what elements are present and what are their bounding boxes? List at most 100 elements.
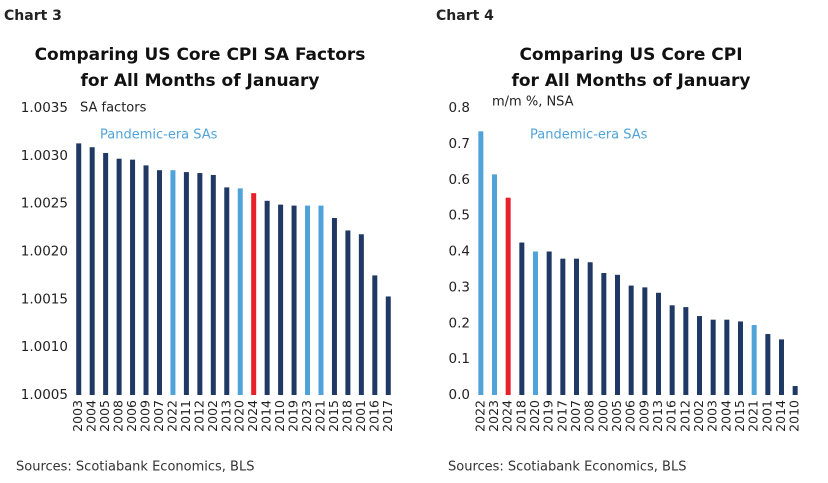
x-tick-label: 2019 bbox=[541, 400, 556, 432]
bar bbox=[792, 386, 798, 395]
bar bbox=[358, 234, 364, 395]
y-tick-label: 1.0025 bbox=[21, 196, 68, 212]
x-tick-label: 2014 bbox=[259, 400, 274, 432]
x-tick-label: 2001 bbox=[353, 400, 368, 432]
y-tick-label: 1.0035 bbox=[21, 100, 68, 116]
x-tick-label: 2016 bbox=[664, 400, 679, 432]
y-tick-label: 1.0015 bbox=[21, 291, 68, 307]
bar bbox=[710, 319, 716, 395]
bar bbox=[237, 188, 243, 395]
bar bbox=[251, 193, 257, 395]
x-tick-label: 2015 bbox=[326, 400, 341, 432]
x-tick-label: 2003 bbox=[70, 400, 85, 432]
x-tick-label: 2019 bbox=[286, 400, 301, 432]
bar bbox=[697, 316, 702, 395]
y-tick-label: 0.8 bbox=[449, 100, 470, 116]
bar bbox=[587, 262, 593, 395]
bar bbox=[89, 147, 95, 395]
x-tick-label: 2002 bbox=[691, 400, 706, 432]
bar bbox=[738, 321, 743, 395]
x-tick-label: 2012 bbox=[677, 400, 692, 432]
y-tick-label: 0.6 bbox=[449, 172, 470, 188]
bar bbox=[345, 230, 351, 395]
x-tick-label: 2011 bbox=[178, 400, 193, 432]
bar bbox=[197, 173, 203, 395]
bar bbox=[156, 170, 162, 395]
x-tick-label: 2018 bbox=[513, 400, 528, 432]
x-tick-label: 2024 bbox=[245, 400, 260, 432]
bar bbox=[615, 274, 620, 395]
bar bbox=[305, 205, 311, 395]
bar bbox=[642, 287, 648, 395]
chart-label: Chart 4 bbox=[436, 8, 494, 24]
x-tick-label: 2020 bbox=[232, 400, 247, 432]
x-tick-label: 2004 bbox=[84, 400, 99, 432]
bar bbox=[318, 205, 324, 395]
x-tick-label: 2005 bbox=[609, 400, 624, 432]
y-axis-label: SA factors bbox=[80, 101, 147, 116]
x-tick-label: 2008 bbox=[582, 400, 597, 432]
chart-title: Comparing US Core CPI bbox=[519, 45, 742, 65]
x-tick-label: 2003 bbox=[705, 400, 720, 432]
bar bbox=[278, 204, 284, 395]
y-tick-label: 0.2 bbox=[449, 315, 470, 331]
x-tick-label: 2017 bbox=[554, 400, 569, 432]
source: Sources: Scotiabank Economics, BLS bbox=[16, 460, 254, 475]
source: Sources: Scotiabank Economics, BLS bbox=[448, 460, 686, 475]
bar bbox=[143, 165, 149, 395]
y-tick-label: 0.0 bbox=[449, 387, 470, 403]
bar bbox=[546, 251, 552, 395]
x-tick-label: 2023 bbox=[299, 400, 314, 432]
x-tick-label: 2021 bbox=[746, 400, 761, 432]
bar bbox=[478, 131, 484, 395]
x-tick-label: 2015 bbox=[732, 400, 747, 432]
bar bbox=[170, 170, 176, 395]
x-tick-label: 2002 bbox=[205, 400, 220, 432]
x-tick-label: 2000 bbox=[595, 400, 610, 432]
y-tick-label: 1.0030 bbox=[21, 148, 68, 164]
bar bbox=[683, 307, 689, 395]
x-tick-label: 2017 bbox=[380, 400, 395, 432]
bar bbox=[751, 325, 757, 395]
chart-label: Chart 3 bbox=[4, 8, 62, 24]
bar bbox=[628, 285, 634, 395]
bar bbox=[385, 296, 391, 395]
bar bbox=[183, 172, 189, 395]
bar bbox=[331, 218, 337, 395]
bar bbox=[130, 159, 136, 395]
bar bbox=[76, 143, 82, 395]
x-tick-label: 2010 bbox=[787, 400, 802, 432]
x-tick-label: 2009 bbox=[636, 400, 651, 432]
bar bbox=[264, 200, 270, 395]
x-tick-label: 2008 bbox=[111, 400, 126, 432]
x-tick-label: 2023 bbox=[486, 400, 501, 432]
x-tick-label: 2001 bbox=[759, 400, 774, 432]
x-tick-label: 2007 bbox=[151, 400, 166, 432]
x-tick-label: 2006 bbox=[623, 400, 638, 432]
x-tick-label: 2007 bbox=[568, 400, 583, 432]
bar bbox=[669, 305, 675, 395]
x-tick-label: 2013 bbox=[650, 400, 665, 432]
bar bbox=[224, 187, 230, 395]
bar bbox=[372, 275, 378, 395]
annotation: Pandemic-era SAs bbox=[530, 128, 648, 143]
bar bbox=[210, 174, 216, 395]
y-tick-label: 0.1 bbox=[449, 351, 470, 367]
x-tick-label: 2020 bbox=[527, 400, 542, 432]
y-tick-label: 1.0020 bbox=[21, 244, 68, 260]
bar bbox=[505, 197, 511, 395]
annotation: Pandemic-era SAs bbox=[100, 128, 218, 143]
x-tick-label: 2006 bbox=[124, 400, 139, 432]
y-tick-label: 0.3 bbox=[449, 279, 470, 295]
y-tick-label: 0.7 bbox=[449, 136, 470, 152]
x-tick-label: 2016 bbox=[366, 400, 381, 432]
y-axis-label: m/m %, NSA bbox=[492, 95, 574, 110]
x-tick-label: 2014 bbox=[773, 400, 788, 432]
x-tick-label: 2012 bbox=[191, 400, 206, 432]
bar bbox=[560, 258, 566, 395]
bar bbox=[601, 273, 607, 395]
x-tick-label: 2004 bbox=[718, 400, 733, 432]
x-tick-label: 2024 bbox=[500, 400, 515, 432]
chart-title: for All Months of January bbox=[511, 71, 750, 91]
